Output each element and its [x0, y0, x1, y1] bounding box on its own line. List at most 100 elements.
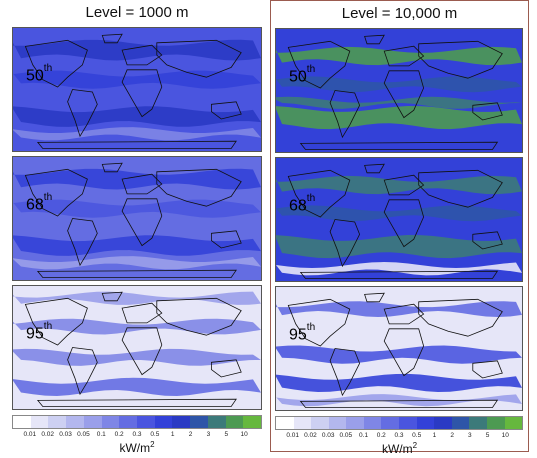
map-field	[13, 157, 261, 280]
field-band	[276, 175, 522, 195]
map-panel: 68th	[275, 157, 523, 282]
field-band	[276, 301, 522, 318]
percentile-value: 68	[289, 197, 307, 215]
coastline	[101, 291, 123, 302]
colorbar-swatch	[469, 417, 487, 429]
colorbar-swatch	[434, 417, 452, 429]
colorbar-swatch	[83, 416, 102, 428]
colorbar-tick: 0.05	[77, 431, 90, 438]
coastline	[211, 359, 242, 378]
colorbar-tick: 5	[485, 432, 490, 439]
colorbar-swatch	[381, 417, 400, 429]
colorbar-swatch	[207, 416, 226, 428]
percentile-suffix: th	[43, 321, 53, 332]
colorbar-swatch	[225, 416, 244, 428]
percentile-suffix: th	[43, 63, 53, 74]
colorbar-swatch	[13, 416, 31, 428]
field-band	[276, 345, 522, 364]
field-band	[13, 377, 261, 396]
coastline	[24, 168, 88, 217]
coastline	[121, 302, 163, 324]
column-title: Level = 10,000 m	[341, 5, 458, 22]
coastline	[287, 40, 351, 89]
column-1000m: Level = 1000 m 50th 68th 95th 0.01 0.02 0.…	[8, 0, 266, 458]
colorbar-swatch	[66, 416, 84, 428]
colorbar-swatch	[311, 417, 329, 429]
colorbar-tick: 2	[188, 431, 193, 438]
colorbar-swatch	[119, 416, 138, 428]
field-band	[13, 256, 261, 270]
coastline	[383, 303, 425, 325]
colorbar	[275, 416, 523, 430]
map-panel: 50th	[12, 27, 262, 152]
coastline	[383, 45, 425, 67]
field-band	[276, 76, 522, 93]
percentile-label: 50th	[26, 63, 53, 85]
coastline	[299, 141, 499, 150]
coastline	[156, 168, 242, 207]
percentile-value: 95	[289, 326, 307, 344]
coastline	[67, 89, 98, 138]
percentile-suffix: th	[306, 64, 316, 75]
colorbar-tick: 1	[170, 431, 175, 438]
map-field	[276, 287, 522, 410]
coastline	[472, 360, 503, 379]
colorbar-tick: 0.5	[412, 432, 422, 439]
field-band	[13, 318, 261, 335]
coastline	[364, 34, 385, 45]
map-field	[13, 28, 261, 151]
percentile-label: 68th	[26, 192, 52, 214]
colorbar-unit: kW/m2	[381, 441, 418, 456]
colorbar-tick: 0.3	[394, 432, 404, 439]
field-band	[276, 235, 522, 259]
coastline	[329, 348, 361, 397]
coastline	[67, 347, 98, 396]
coastline	[24, 39, 88, 88]
coastline	[36, 398, 237, 407]
coastline	[383, 199, 425, 248]
field-band	[276, 96, 522, 109]
map-panel: 95th	[12, 285, 262, 410]
colorbar-tick: 0.5	[150, 431, 160, 438]
colorbar-ticks: 0.01 0.02 0.03 0.05 0.1 0.2 0.3 0.5 1 2 3 5 10	[12, 431, 262, 441]
column-10000m: Level = 10,000 m 50th 68th 95th 0.01 0.02…	[270, 0, 529, 456]
map-field	[276, 158, 522, 281]
colorbar-swatch	[101, 416, 120, 428]
coastline	[287, 169, 351, 218]
colorbar-swatch	[399, 417, 417, 429]
coastline	[101, 162, 123, 173]
map-field	[13, 286, 261, 409]
field-band	[276, 205, 522, 222]
colorbar-swatch	[346, 417, 364, 429]
colorbar-tick: 0.02	[41, 431, 55, 438]
colorbar	[12, 415, 262, 429]
coastline	[299, 270, 499, 279]
coastline	[329, 219, 361, 268]
colorbar-tick: 3	[468, 432, 472, 439]
colorbar-tick: 0.01	[286, 432, 300, 439]
coastline	[211, 230, 242, 249]
colorbar-swatch	[486, 417, 505, 429]
coastline	[121, 44, 163, 66]
coastline	[329, 90, 361, 139]
colorbar-tick: 5	[224, 431, 229, 438]
coastline	[36, 140, 237, 149]
coastline	[418, 298, 503, 337]
field-band	[276, 394, 522, 407]
percentile-label: 95th	[26, 321, 53, 343]
coastline	[287, 298, 351, 347]
coastline	[383, 174, 425, 196]
percentile-suffix: th	[306, 193, 316, 204]
coastline	[383, 70, 425, 119]
coastline	[364, 292, 385, 303]
coastline	[383, 328, 425, 377]
coastline	[299, 399, 499, 408]
colorbar-swatch	[416, 417, 435, 429]
colorbar-tick: 0.03	[59, 431, 72, 438]
column-title: Level = 1000 m	[85, 4, 189, 21]
colorbar-tick: 10	[240, 431, 248, 438]
colorbar-tick: 2	[450, 432, 454, 439]
colorbar-tick: 1	[432, 432, 437, 439]
field-band	[13, 235, 261, 256]
colorbar-tick: 0.2	[114, 431, 124, 438]
